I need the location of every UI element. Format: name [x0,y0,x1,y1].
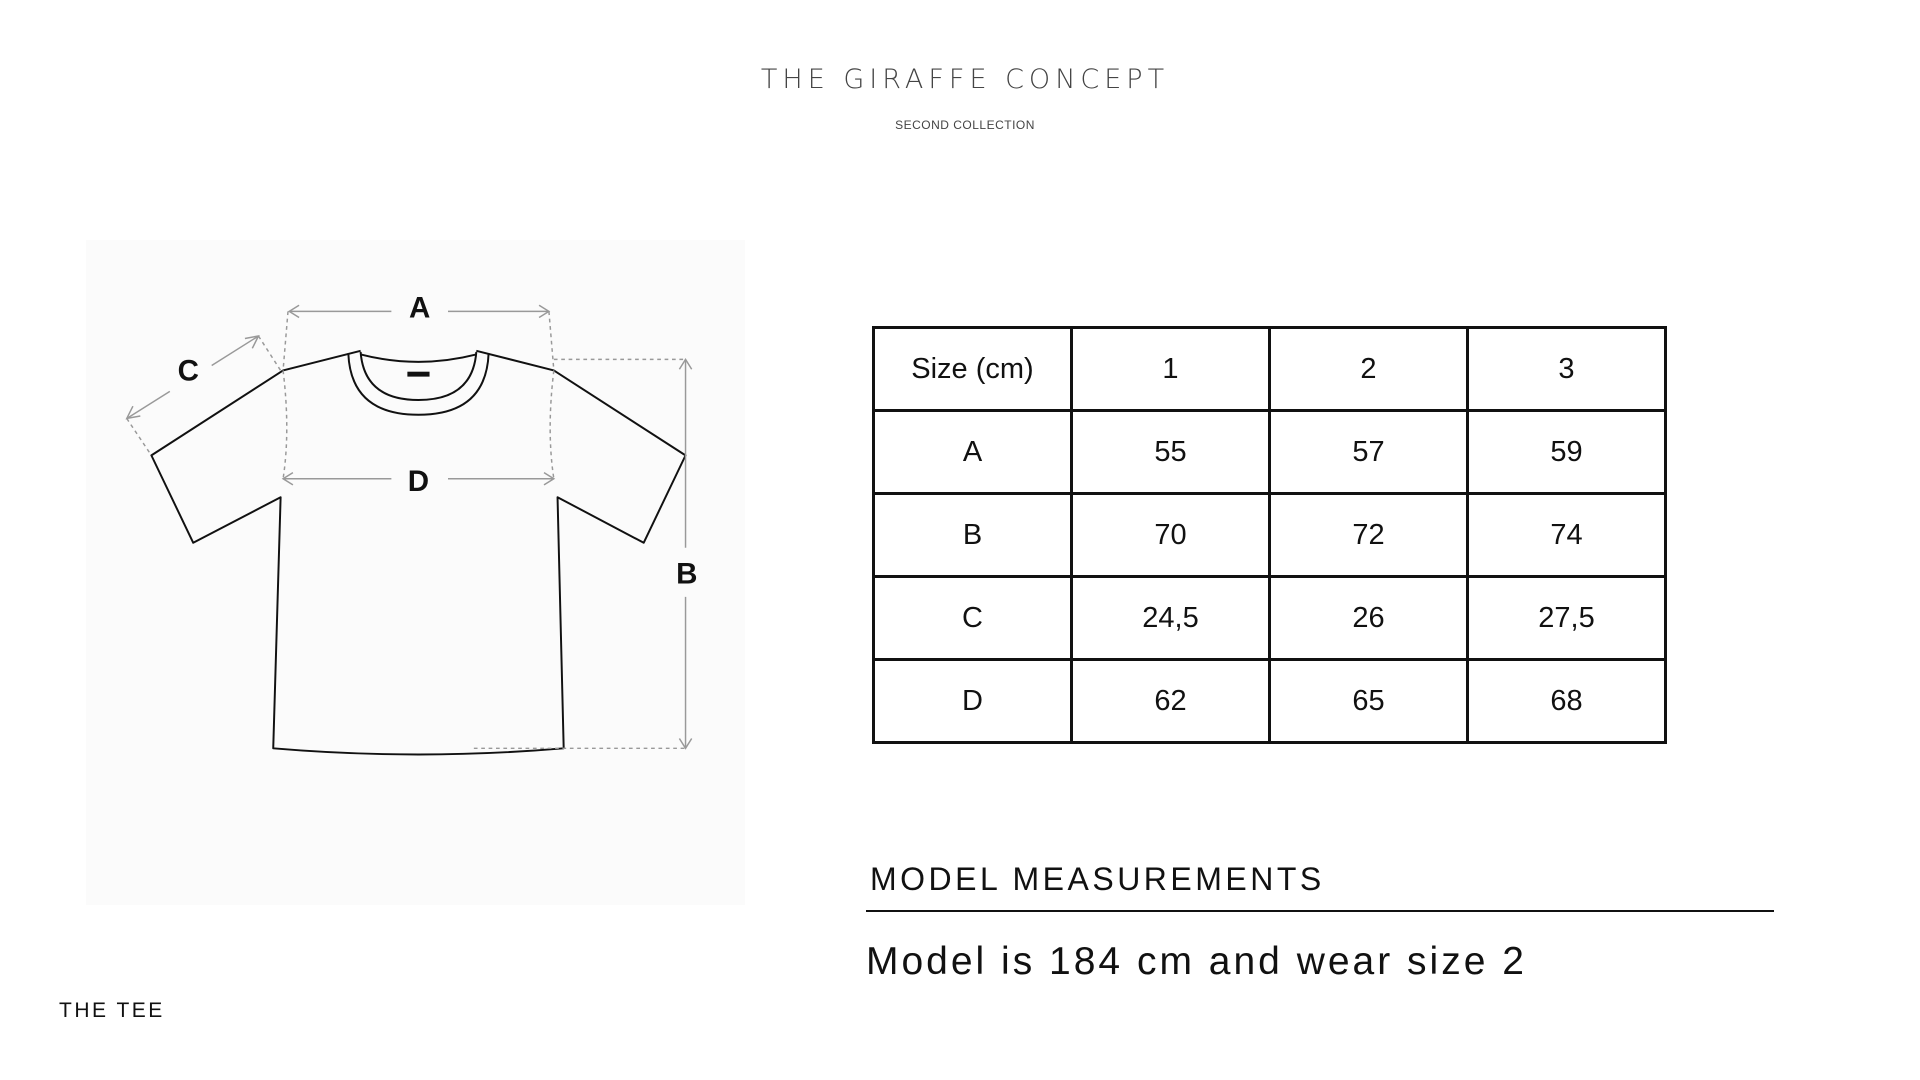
collection-subtitle: SECOND COLLECTION [895,118,1035,132]
collar-inner [359,351,478,401]
table-cell: 27,5 [1466,575,1667,661]
table-row: A 55 57 59 [872,409,1667,495]
label-d: D [408,465,429,498]
divider [866,910,1774,912]
table-cell: 24,5 [1070,575,1271,661]
neck-back [360,353,477,363]
tag-mark [407,371,430,377]
table-cell: A [872,409,1073,495]
table-cell: Size (cm) [872,326,1073,412]
table-header-row: Size (cm) 1 2 3 [872,326,1667,412]
diagram-panel [86,240,745,905]
table-cell: 70 [1070,492,1271,578]
collar-outer [347,353,490,416]
table-cell: 3 [1466,326,1667,412]
product-name: THE TEE [59,999,165,1022]
table-cell: 1 [1070,326,1271,412]
table-cell: C [872,575,1073,661]
label-b: B [676,557,697,590]
table-cell: B [872,492,1073,578]
table-cell: 74 [1466,492,1667,578]
table-row: B 70 72 74 [872,492,1667,578]
tshirt-outline [150,349,687,756]
table-cell: 65 [1268,658,1469,744]
table-row: D 62 65 68 [872,658,1667,744]
size-table: Size (cm) 1 2 3 A 55 57 59 B 70 72 74 C 24,5 26 27,5 D 62… [872,326,1667,744]
table-cell: 26 [1268,575,1469,661]
table-cell: 55 [1070,409,1271,495]
table-cell: 72 [1268,492,1469,578]
table-row: C 24,5 26 27,5 [872,575,1667,661]
measure-lines [125,304,693,750]
table-cell: 59 [1466,409,1667,495]
table-cell: 68 [1466,658,1667,744]
model-measurements-text: Model is 184 cm and wear size 2 [866,940,1527,983]
table-cell: 2 [1268,326,1469,412]
brand-title: THE GIRAFFE CONCEPT [760,64,1170,95]
model-measurements-title: MODEL MEASUREMENTS [870,861,1325,897]
table-cell: 57 [1268,409,1469,495]
table-cell: 62 [1070,658,1271,744]
label-a: A [409,292,430,325]
label-c: C [178,354,199,387]
table-cell: D [872,658,1073,744]
